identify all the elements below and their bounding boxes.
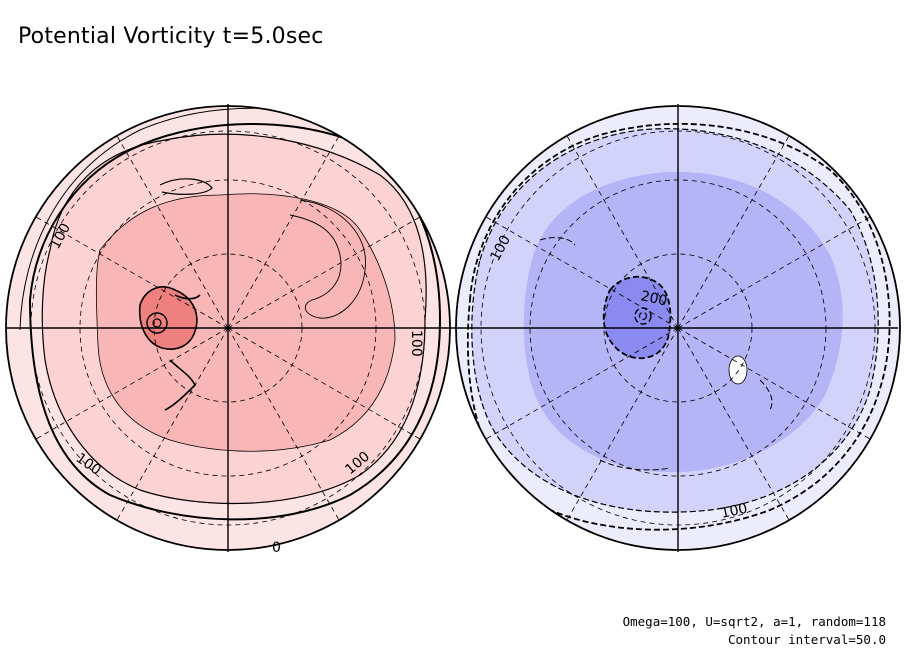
plot-title: Potential Vorticity t=5.0sec: [18, 24, 324, 49]
south-core-center: [635, 308, 651, 324]
footer-contour-interval: Contour interval=50.0: [727, 632, 886, 647]
south-label-2: 200: [639, 288, 668, 309]
north-label-5: 0: [272, 540, 281, 556]
north-inner-region: [96, 193, 395, 452]
south-label-3: 100: [720, 501, 749, 522]
axis-lines: [6, 104, 898, 552]
north-label-2: 100: [408, 330, 424, 357]
south-inner-region: [523, 171, 843, 473]
footer-params: Omega=100, U=sqrt2, a=1, random=118: [622, 614, 886, 629]
